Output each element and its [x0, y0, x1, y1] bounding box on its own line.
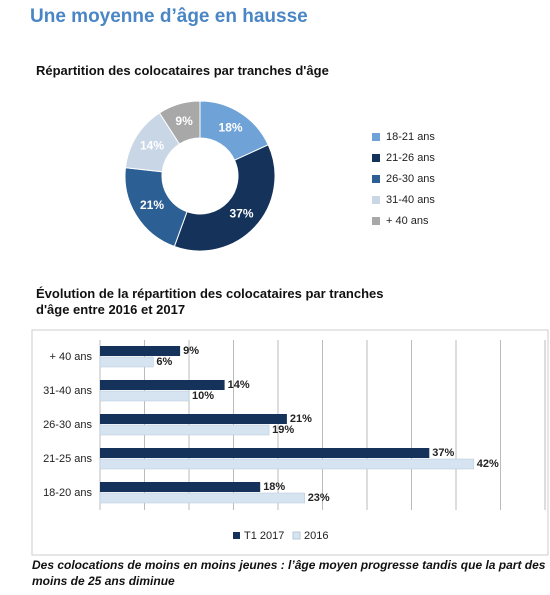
donut-slice — [158, 100, 201, 145]
value-label: 37% — [432, 447, 454, 459]
bar — [99, 458, 475, 470]
value-label: 42% — [477, 458, 499, 470]
caption: Des colocations de moins en moins jeunes… — [32, 558, 546, 588]
slice-label: 37% — [229, 207, 253, 221]
bar — [100, 414, 287, 424]
value-label: 21% — [290, 413, 312, 425]
legend-swatch — [292, 531, 301, 540]
slice-label: 14% — [140, 138, 164, 152]
bar — [100, 482, 261, 492]
legend-label: 18-21 ans — [386, 131, 435, 143]
value-label: 6% — [156, 356, 172, 368]
legend-label: T1 2017 — [244, 530, 284, 542]
bar — [100, 346, 181, 356]
chart-frame — [31, 329, 549, 556]
legend-swatch — [233, 532, 240, 539]
value-label: 9% — [183, 345, 199, 357]
legend-label: 2016 — [304, 530, 328, 542]
value-label: 23% — [308, 492, 330, 504]
legend-swatch — [372, 217, 380, 225]
legend-swatch — [372, 133, 380, 141]
y-tick-label: + 40 ans — [49, 351, 92, 363]
legend-label: 21-26 ans — [386, 152, 435, 164]
y-tick-label: 21-25 ans — [43, 453, 92, 465]
slice-label: 9% — [175, 114, 193, 128]
bar-title: Évolution de la répartition des colocata… — [36, 286, 384, 317]
bar — [99, 492, 305, 504]
bar — [99, 424, 270, 436]
page-title: Une moyenne d’âge en hausse — [30, 6, 308, 27]
bar — [99, 356, 154, 368]
legend-label: + 40 ans — [386, 215, 429, 227]
bar — [100, 380, 225, 390]
bar — [100, 448, 430, 458]
legend-label: 26-30 ans — [386, 173, 435, 185]
value-label: 18% — [263, 481, 285, 493]
y-tick-label: 26-30 ans — [43, 419, 92, 431]
y-tick-label: 18-20 ans — [43, 487, 92, 499]
legend-swatch — [372, 196, 380, 204]
bar — [99, 390, 190, 402]
donut-title: Répartition des colocataires par tranche… — [36, 63, 329, 78]
value-label: 10% — [192, 390, 214, 402]
slice-label: 18% — [219, 121, 243, 135]
slice-label: 21% — [140, 198, 164, 212]
donut-slice — [173, 144, 276, 252]
y-tick-label: 31-40 ans — [43, 385, 92, 397]
legend-swatch — [372, 154, 380, 162]
value-label: 14% — [228, 379, 250, 391]
legend-label: 31-40 ans — [386, 194, 435, 206]
value-label: 19% — [272, 424, 294, 436]
legend-swatch — [372, 175, 380, 183]
